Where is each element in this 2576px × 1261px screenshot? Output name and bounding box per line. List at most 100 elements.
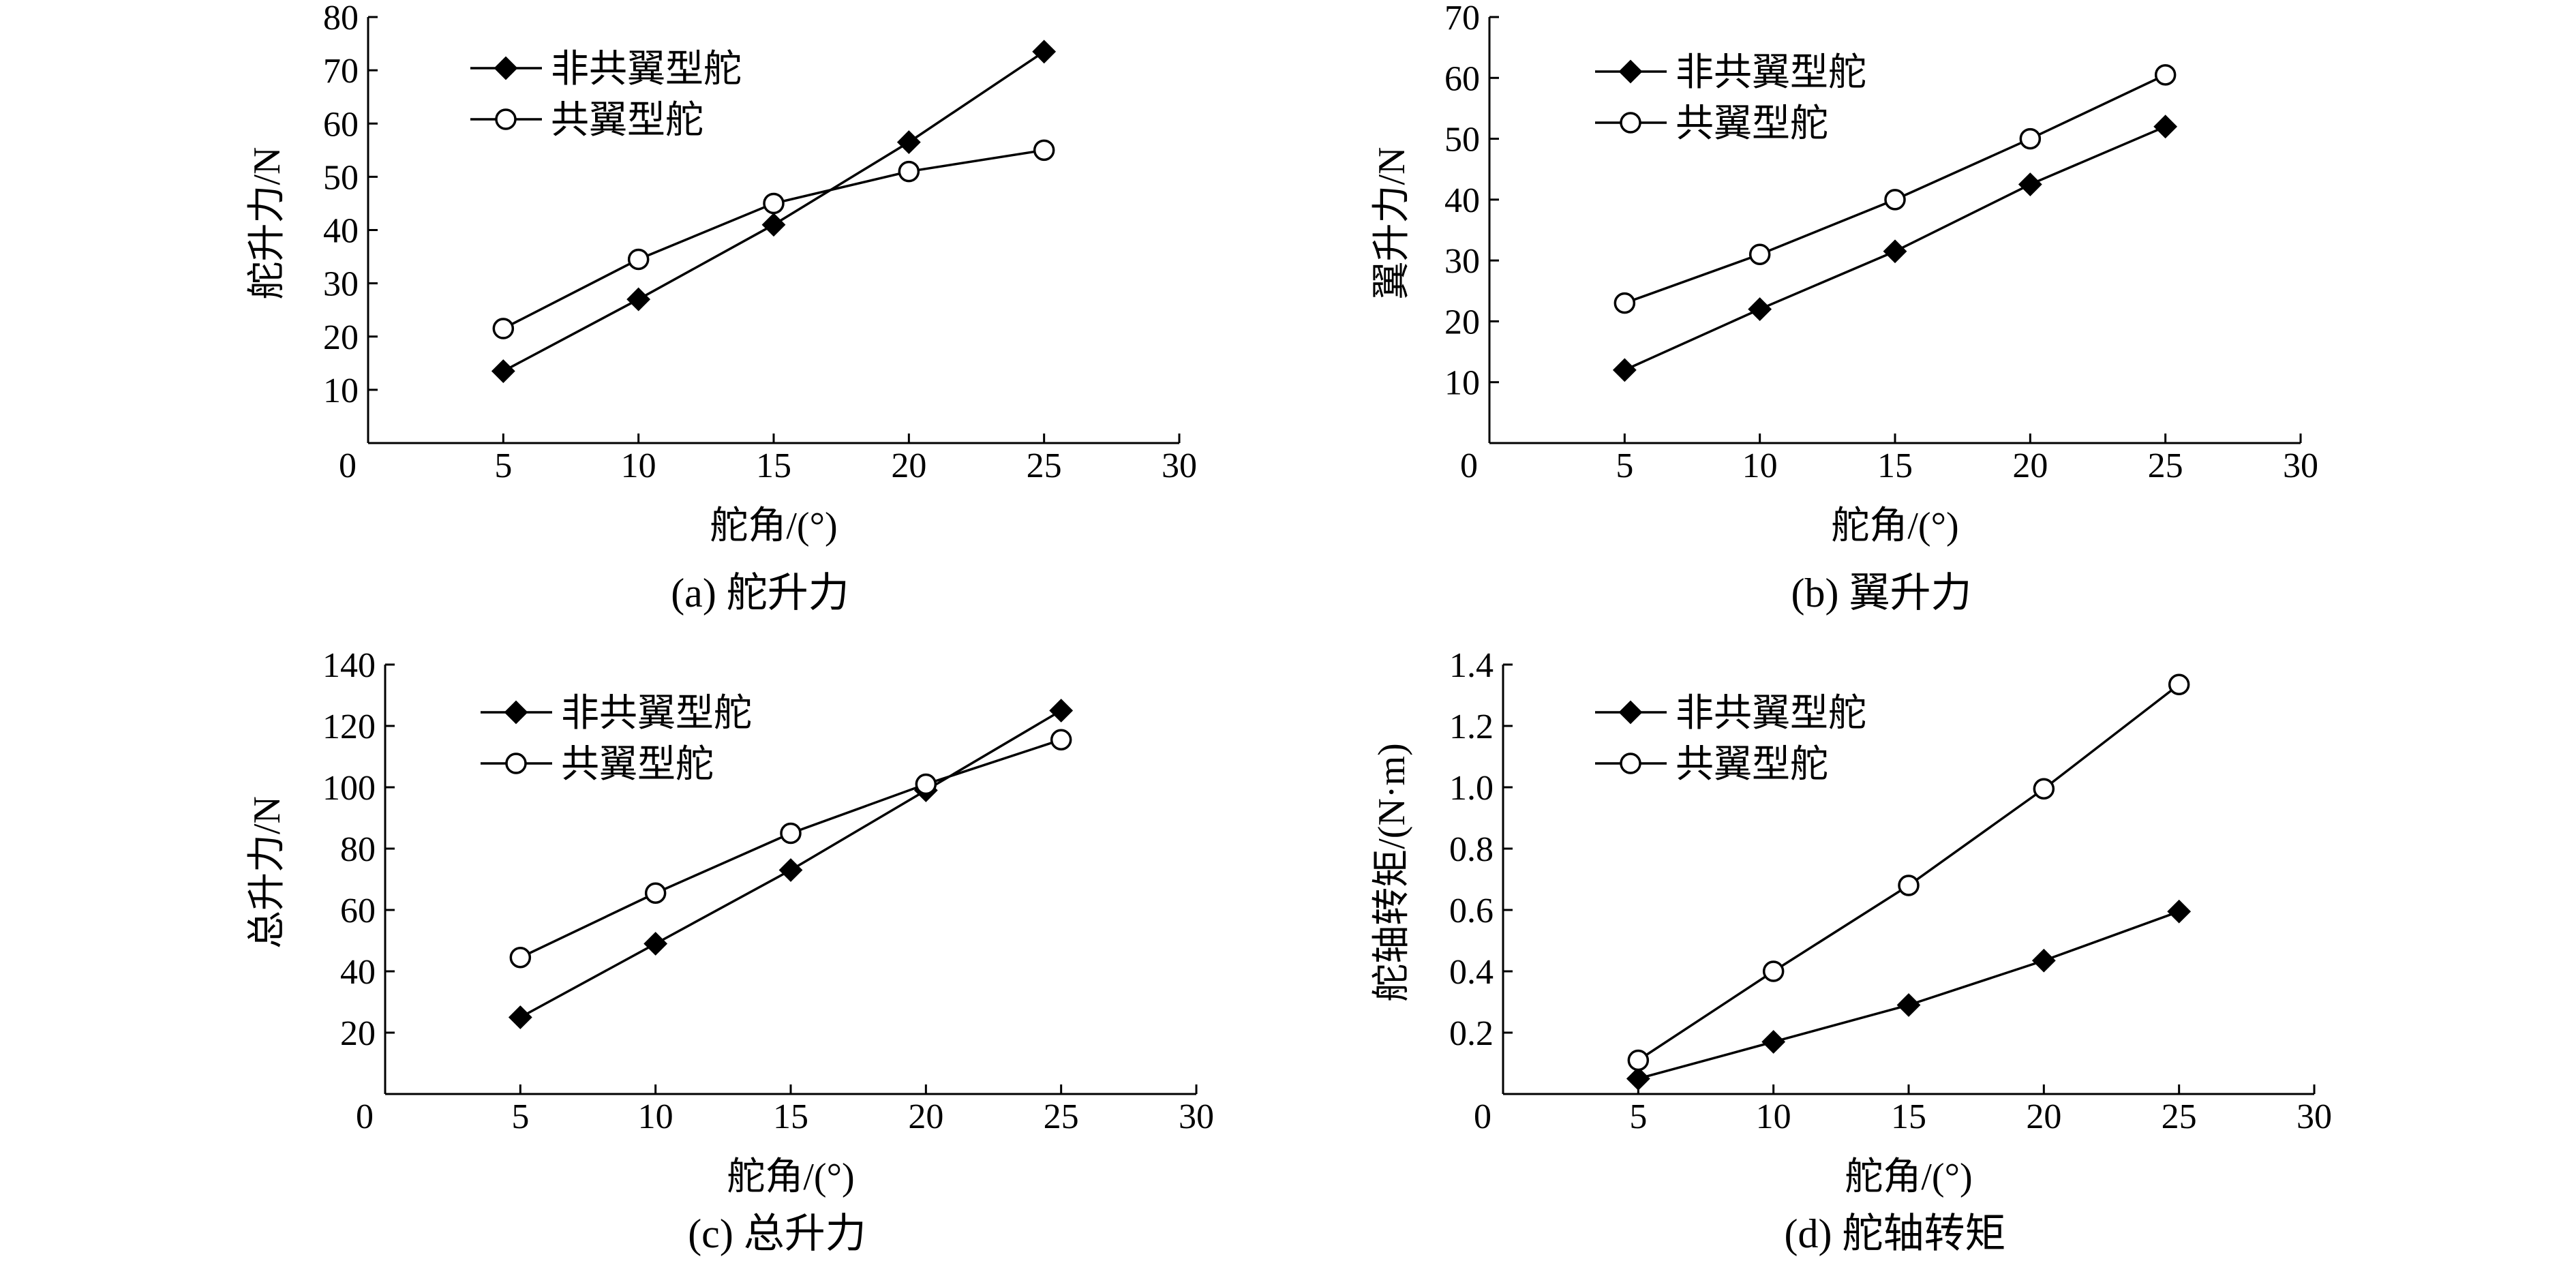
data-point — [1883, 239, 1907, 264]
x-tick-label: 10 — [621, 446, 656, 485]
y-tick-label: 40 — [340, 953, 376, 992]
legend-marker — [494, 56, 518, 80]
data-point — [2153, 115, 2178, 139]
x-tick-label: 30 — [1162, 446, 1197, 485]
y-tick-label: 80 — [323, 0, 359, 37]
legend-label: 非共翼型舵 — [561, 693, 752, 735]
x-tick-label: 20 — [908, 1097, 943, 1136]
caption: (b) 翼升力 — [1791, 571, 1972, 616]
y-tick-label: 100 — [322, 769, 376, 808]
data-point — [2168, 673, 2190, 695]
legend-marker — [1618, 59, 1643, 84]
y-tick-label: 0.4 — [1449, 953, 1494, 992]
y-tick-label: 10 — [1444, 364, 1480, 403]
y-tick-label: 80 — [340, 830, 376, 869]
data-point — [761, 213, 786, 237]
x-axis-title: 舵角/(°) — [710, 505, 837, 547]
panel-c: 0 5 10 15 20 25 30 20 40 60 80 100 120 140 舵角/(°) 总升力/N… — [246, 646, 1214, 1256]
caption: (d) 舵轴转矩 — [1785, 1211, 2006, 1256]
data-point — [626, 287, 651, 312]
x-tick-label: 15 — [756, 446, 791, 485]
data-point — [2033, 778, 2055, 800]
x-tick-label: 20 — [2026, 1097, 2061, 1136]
data-point — [508, 1005, 532, 1029]
legend-label: 非共翼型舵 — [1676, 693, 1866, 735]
y-tick-label: 0.6 — [1449, 892, 1494, 930]
legend-label: 共翼型舵 — [561, 744, 714, 786]
y-tick-label: 1.4 — [1449, 646, 1494, 685]
y-tick-label: 70 — [1444, 0, 1480, 37]
data-point — [915, 773, 937, 795]
y-axis-title: 总升力/N — [246, 796, 288, 949]
legend-marker — [504, 700, 528, 725]
x-tick-label: 5 — [494, 446, 512, 485]
data-point — [2018, 172, 2042, 196]
x-tick-label: 5 — [511, 1097, 529, 1136]
x-tick-label: 10 — [1756, 1097, 1791, 1136]
caption: (c) 总升力 — [688, 1211, 866, 1256]
x-tick-label: 5 — [1629, 1097, 1647, 1136]
data-point — [898, 160, 920, 183]
x-tick-label: 0 — [1474, 1097, 1491, 1136]
y-tick-label: 120 — [322, 708, 376, 746]
legend-marker — [505, 753, 527, 774]
y-tick-label: 40 — [1444, 181, 1480, 220]
x-tick-label: 25 — [2162, 1097, 2197, 1136]
data-point — [1896, 993, 1921, 1017]
legend-marker — [495, 108, 517, 130]
data-point — [1898, 875, 1920, 896]
data-point — [1032, 40, 1057, 64]
x-tick-label: 0 — [1460, 446, 1478, 485]
y-tick-label: 0.8 — [1449, 830, 1494, 869]
x-tick-label: 15 — [1891, 1097, 1926, 1136]
x-tick-label: 20 — [2012, 446, 2048, 485]
y-axis-title: 翼升力/N — [1371, 147, 1413, 300]
x-tick-label: 5 — [1616, 446, 1633, 485]
data-point — [1050, 729, 1072, 750]
y-tick-label: 30 — [323, 265, 359, 304]
caption: (a) 舵升力 — [671, 571, 849, 616]
x-tick-label: 30 — [2283, 446, 2318, 485]
data-point — [2019, 127, 2042, 150]
x-tick-label: 10 — [638, 1097, 673, 1136]
panel-d: 0 5 10 15 20 25 30 0.2 0.4 0.6 0.8 1.0 1.2 1.4 舵角/(°) 舵… — [1371, 646, 2332, 1256]
y-tick-label: 70 — [323, 52, 359, 91]
data-point — [644, 882, 667, 904]
data-point — [778, 858, 803, 882]
data-point — [509, 947, 532, 969]
x-tick-label: 15 — [773, 1097, 808, 1136]
y-tick-label: 10 — [323, 371, 359, 410]
data-point — [1613, 292, 1636, 314]
data-point — [2031, 948, 2056, 973]
data-point — [2167, 899, 2192, 924]
legend-label: 共翼型舵 — [551, 100, 703, 142]
y-tick-label: 1.0 — [1449, 769, 1494, 808]
data-point — [1033, 139, 1055, 162]
legend-marker — [1620, 753, 1641, 774]
legend-marker — [1620, 112, 1641, 134]
x-axis-title: 舵角/(°) — [727, 1156, 854, 1198]
data-point — [1049, 699, 1074, 723]
x-tick-label: 20 — [891, 446, 926, 485]
data-point — [763, 192, 785, 215]
x-tick-label: 25 — [1027, 446, 1062, 485]
y-tick-label: 50 — [323, 158, 359, 197]
x-tick-label: 0 — [356, 1097, 374, 1136]
y-tick-label: 40 — [323, 212, 359, 251]
x-tick-label: 25 — [1044, 1097, 1079, 1136]
x-tick-label: 0 — [339, 446, 357, 485]
series-line-2 — [502, 149, 1044, 330]
y-tick-label: 20 — [323, 318, 359, 357]
x-axis-title: 舵角/(°) — [1845, 1156, 1972, 1198]
legend-marker — [1618, 700, 1643, 725]
y-tick-label: 60 — [1444, 59, 1480, 98]
x-axis-title: 舵角/(°) — [1831, 505, 1958, 547]
panel-b: 0 5 10 15 20 25 30 10 20 30 40 50 60 70 舵角/(°) 翼升力/N (b)… — [1371, 0, 2318, 616]
y-tick-label: 20 — [340, 1014, 376, 1053]
data-point — [1762, 960, 1785, 982]
data-point — [1748, 243, 1771, 265]
x-tick-label: 15 — [1877, 446, 1913, 485]
y-tick-label: 1.2 — [1449, 708, 1494, 746]
data-point — [780, 822, 802, 845]
